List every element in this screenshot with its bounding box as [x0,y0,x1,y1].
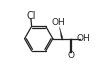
Text: OH: OH [76,34,90,43]
Text: Cl: Cl [26,11,36,21]
Polygon shape [59,27,63,39]
Text: O: O [68,51,75,60]
Text: OH: OH [51,18,65,27]
